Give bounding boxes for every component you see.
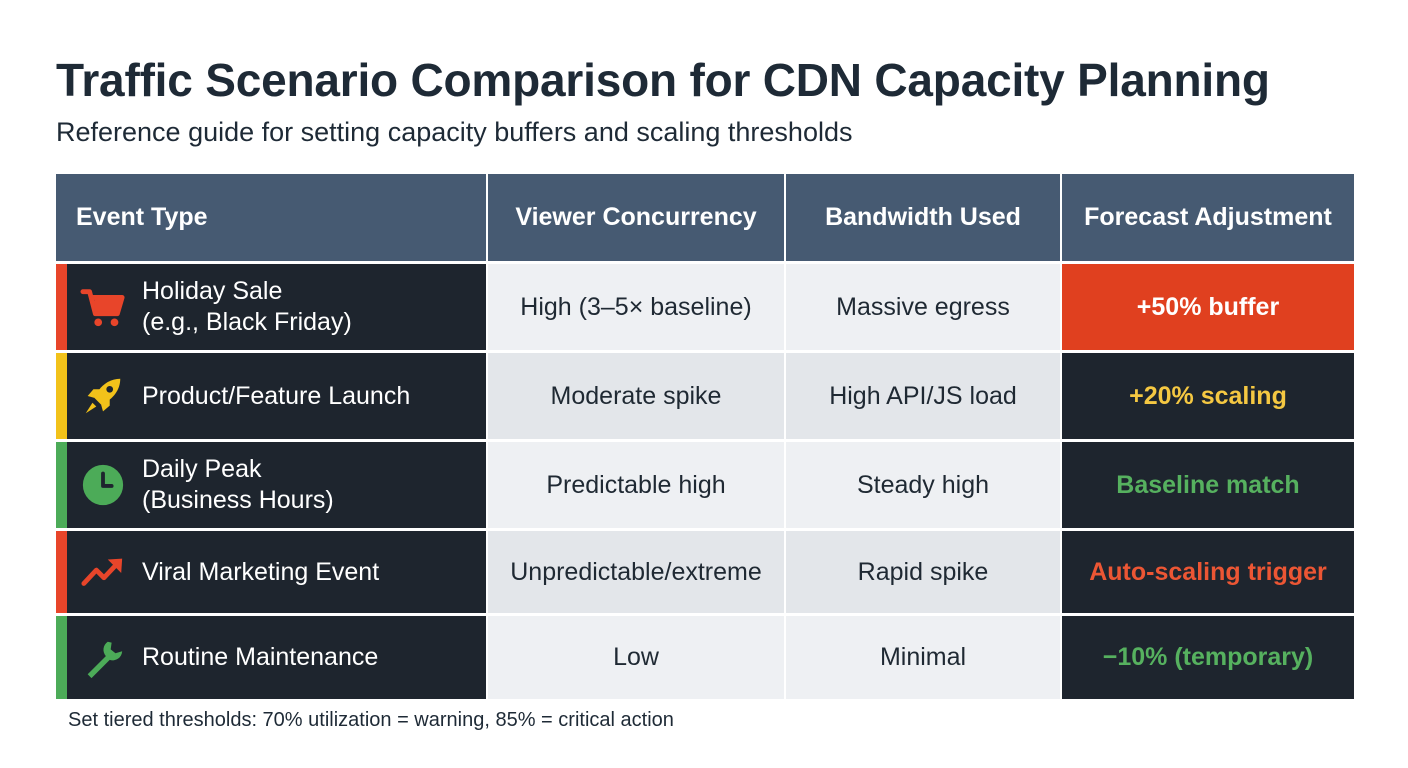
forecast-adjustment-cell: Baseline match xyxy=(1062,442,1354,528)
footnote: Set tiered thresholds: 70% utilization =… xyxy=(68,709,674,731)
row-accent-stripe xyxy=(56,531,67,613)
column-header-event-type: Event Type xyxy=(56,174,486,261)
bandwidth-used-cell: High API/JS load xyxy=(786,353,1060,439)
event-type-cell: Routine Maintenance xyxy=(56,616,486,699)
wrench-icon xyxy=(80,635,126,681)
bandwidth-used-cell: Minimal xyxy=(786,616,1060,699)
event-type-cell: Viral Marketing Event xyxy=(56,531,486,613)
forecast-adjustment-cell: Auto-scaling trigger xyxy=(1062,531,1354,613)
viewer-concurrency-cell: Moderate spike xyxy=(488,353,784,439)
rocket-icon xyxy=(80,373,126,419)
event-type-label: Viral Marketing Event xyxy=(142,557,380,586)
row-accent-stripe xyxy=(56,264,67,350)
clock-icon xyxy=(80,462,126,508)
forecast-adjustment-cell: +50% buffer xyxy=(1062,264,1354,350)
viewer-concurrency-cell: Predictable high xyxy=(488,442,784,528)
viewer-concurrency-cell: High (3–5× baseline) xyxy=(488,264,784,350)
bandwidth-used-cell: Massive egress xyxy=(786,264,1060,350)
viewer-concurrency-cell: Unpredictable/extreme xyxy=(488,531,784,613)
forecast-adjustment-cell: −10% (temporary) xyxy=(1062,616,1354,699)
column-header-bandwidth-used: Bandwidth Used xyxy=(786,174,1060,261)
row-accent-stripe xyxy=(56,353,67,439)
trending-up-icon xyxy=(80,549,126,595)
column-header-forecast-adjustment: Forecast Adjustment xyxy=(1062,174,1354,261)
page-subtitle: Reference guide for setting capacity buf… xyxy=(56,117,853,147)
event-type-label: Holiday Sale (e.g., Black Friday) xyxy=(142,277,352,336)
event-type-label: Daily Peak (Business Hours) xyxy=(142,455,334,514)
event-type-label: Routine Maintenance xyxy=(142,643,379,671)
row-accent-stripe xyxy=(56,442,67,528)
viewer-concurrency-cell: Low xyxy=(488,616,784,699)
event-type-cell: Product/Feature Launch xyxy=(56,353,486,439)
bandwidth-used-cell: Rapid spike xyxy=(786,531,1060,613)
shopping-cart-icon xyxy=(80,284,126,330)
bandwidth-used-cell: Steady high xyxy=(786,442,1060,528)
page-title: Traffic Scenario Comparison for CDN Capa… xyxy=(56,54,1270,106)
forecast-adjustment-cell: +20% scaling xyxy=(1062,353,1354,439)
comparison-table: Event Type Viewer Concurrency Bandwidth … xyxy=(56,174,1354,699)
column-header-viewer-concurrency: Viewer Concurrency xyxy=(488,174,784,261)
event-type-label: Product/Feature Launch xyxy=(142,381,411,410)
event-type-cell: Holiday Sale (e.g., Black Friday) xyxy=(56,264,486,350)
event-type-cell: Daily Peak (Business Hours) xyxy=(56,442,486,528)
row-accent-stripe xyxy=(56,616,67,699)
